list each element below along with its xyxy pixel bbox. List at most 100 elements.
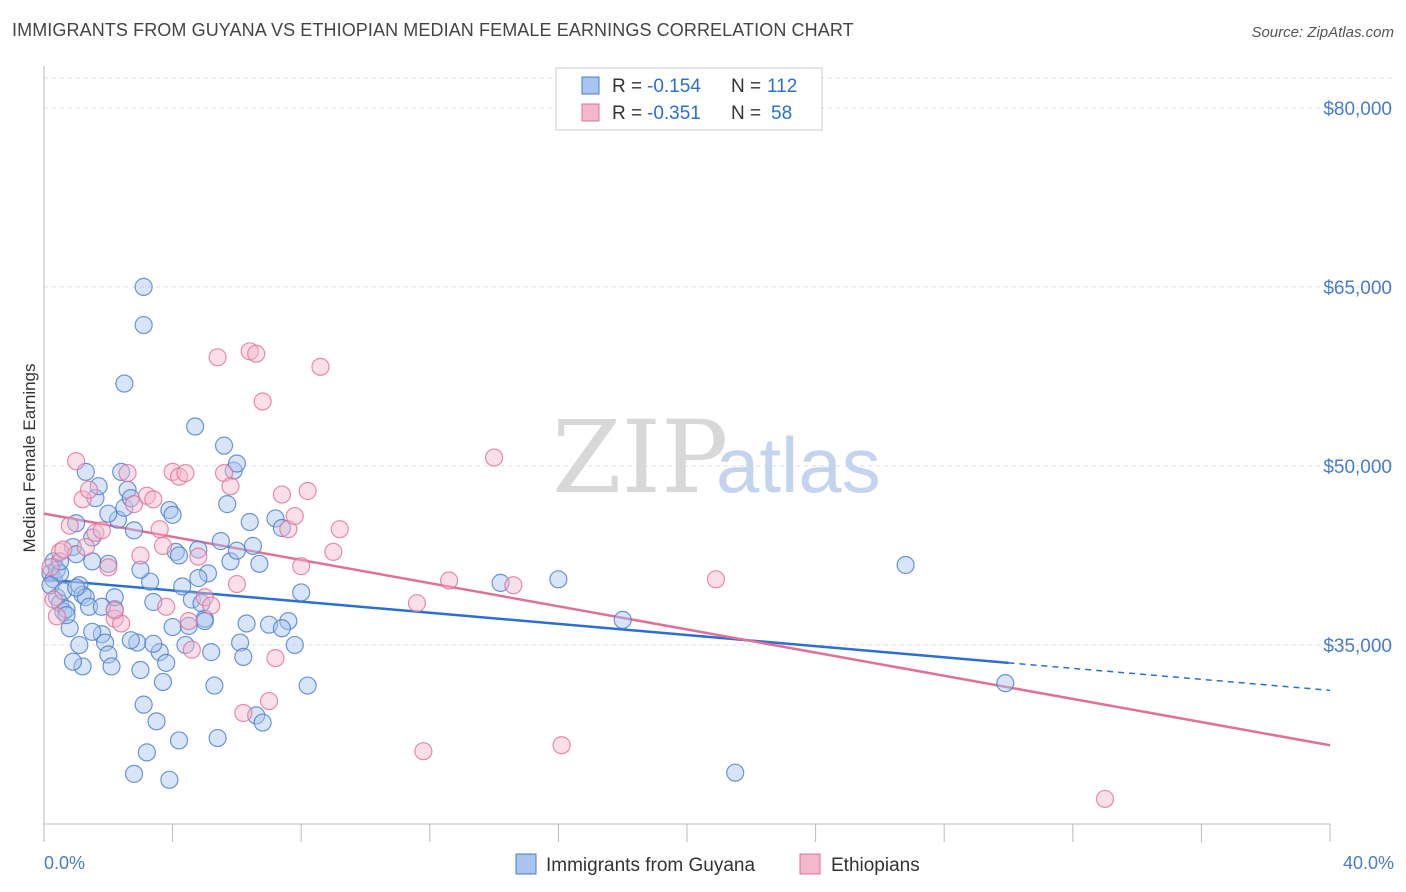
point-ethiopians [131, 546, 150, 565]
point-ethiopians [99, 558, 118, 577]
point-guyana [266, 509, 285, 528]
point-guyana [214, 436, 234, 455]
y-axis-label: Median Female Earnings [20, 364, 39, 553]
point-guyana [240, 512, 259, 532]
tick-labels: $35,000 $50,000 $65,000 $80,000 0.0% 40.0% [44, 99, 1394, 873]
point-guyana [144, 634, 163, 653]
trend-line-guyana [43, 578, 1009, 665]
point-guyana [231, 633, 250, 652]
point-ethiopians [292, 557, 311, 576]
point-ethiopians [124, 495, 144, 514]
point-ethiopians [157, 597, 176, 616]
legend-n-value-0: 112 [767, 76, 797, 97]
point-ethiopians [504, 576, 523, 595]
point-guyana [99, 645, 118, 664]
point-guyana [726, 763, 745, 782]
point-guyana [169, 546, 189, 565]
point-guyana [115, 374, 134, 393]
point-guyana [131, 560, 150, 579]
point-guyana [896, 555, 915, 575]
point-guyana [131, 660, 150, 680]
point-guyana [189, 569, 208, 588]
point-ethiopians [706, 570, 726, 589]
legend-swatch-guyana [581, 76, 600, 95]
point-ethiopians [153, 536, 173, 555]
point-guyana [250, 554, 269, 573]
point-ethiopians [227, 574, 246, 594]
point-ethiopians [1095, 789, 1115, 809]
y-tick-label: $50,000 [1323, 457, 1392, 478]
point-ethiopians [92, 521, 111, 540]
legend-r-label-0: R = [612, 76, 642, 97]
point-guyana [272, 619, 292, 638]
bottom-legend-ethiopians: Ethiopians [831, 855, 920, 876]
legend-r-value-0: -0.154 [647, 76, 701, 97]
point-ethiopians [407, 594, 427, 613]
point-ethiopians [221, 477, 240, 496]
point-guyana [57, 606, 76, 625]
point-guyana [227, 541, 246, 560]
point-guyana [147, 712, 166, 731]
point-ethiopians [144, 490, 163, 509]
point-guyana [105, 588, 124, 607]
point-guyana [57, 600, 76, 619]
x-tick-label: 0.0% [44, 853, 85, 873]
legend-r-label-1: R = [612, 103, 642, 124]
point-guyana [218, 495, 237, 514]
stats-legend: R = -0.154 N = 112 R = -0.351 N = 58 [555, 67, 823, 131]
point-ethiopians [259, 691, 279, 711]
trend-line-guyana-extension [1008, 662, 1331, 692]
y-tick-label: $35,000 [1323, 636, 1392, 657]
point-guyana [189, 540, 208, 559]
chart-title: IMMIGRANTS FROM GUYANA VS ETHIOPIAN MEDI… [12, 20, 854, 40]
point-guyana [202, 643, 221, 662]
point-guyana [70, 635, 89, 655]
point-ethiopians [182, 640, 201, 659]
point-ethiopians [298, 481, 317, 501]
point-guyana [153, 672, 173, 692]
point-ethiopians [414, 742, 433, 761]
bottom-swatch-guyana [515, 853, 537, 875]
point-guyana [124, 521, 144, 540]
point-guyana [50, 552, 70, 571]
point-ethiopians [54, 540, 73, 559]
point-ethiopians [285, 506, 304, 526]
point-ethiopians [60, 516, 79, 535]
point-guyana [76, 588, 95, 607]
point-guyana [137, 743, 156, 762]
point-ethiopians [50, 542, 70, 561]
point-guyana [996, 674, 1015, 693]
point-guyana [173, 577, 192, 596]
point-ethiopians [176, 463, 195, 483]
point-ethiopians [439, 571, 459, 590]
point-guyana [121, 631, 140, 650]
point-guyana [67, 578, 86, 597]
legend-r-value-1: -0.351 [647, 103, 701, 124]
point-ethiopians [208, 348, 227, 367]
legend-n-label-1: N = [731, 103, 761, 124]
point-guyana [124, 764, 144, 783]
point-ethiopians [253, 392, 272, 411]
point-guyana [221, 552, 240, 571]
point-guyana [253, 713, 272, 732]
legend-n-value-1: 58 [771, 103, 792, 124]
point-guyana [279, 611, 298, 631]
point-ethiopians [179, 611, 198, 631]
point-ethiopians [79, 480, 99, 499]
bottom-legend-guyana: Immigrants from Guyana [546, 855, 755, 876]
point-ethiopians [189, 547, 208, 566]
point-ethiopians [234, 703, 253, 723]
point-ethiopians [67, 452, 86, 471]
point-ethiopians [76, 537, 95, 557]
point-guyana [237, 614, 256, 633]
series-legend: Immigrants from Guyana Ethiopians [515, 853, 920, 876]
watermark-atlas: atlas [716, 421, 881, 509]
bottom-swatch-ethiopians [799, 853, 821, 875]
point-ethiopians [41, 558, 60, 577]
point-ethiopians [485, 448, 504, 467]
point-ethiopians [202, 596, 221, 615]
point-guyana [549, 570, 568, 589]
point-guyana [112, 462, 131, 481]
point-guyana [160, 770, 179, 789]
point-guyana [89, 477, 108, 496]
